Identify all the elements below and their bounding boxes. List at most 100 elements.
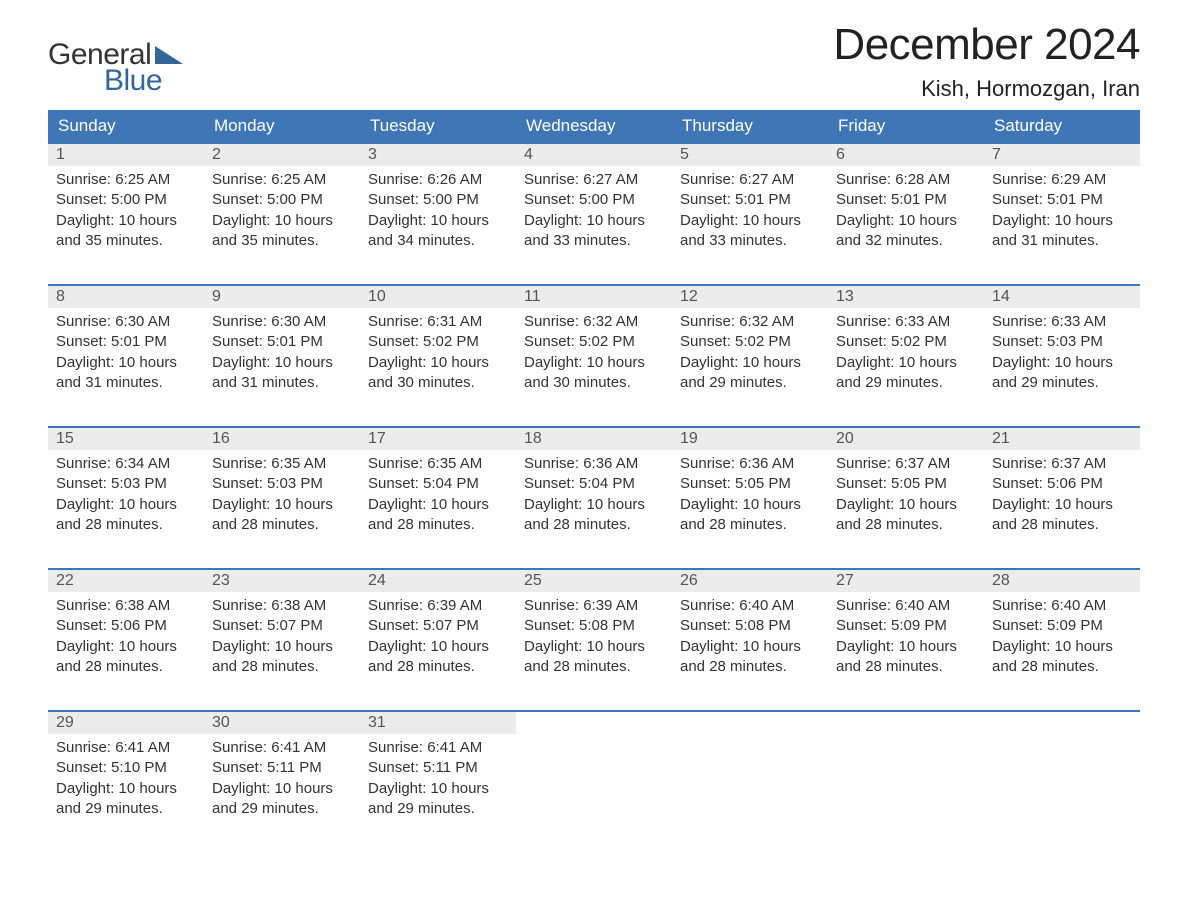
day-cell: 12Sunrise: 6:32 AMSunset: 5:02 PMDayligh…: [672, 285, 828, 415]
location-subtitle: Kish, Hormozgan, Iran: [833, 76, 1140, 102]
week-row: 15Sunrise: 6:34 AMSunset: 5:03 PMDayligh…: [48, 427, 1140, 557]
day-cell: 14Sunrise: 6:33 AMSunset: 5:03 PMDayligh…: [984, 285, 1140, 415]
sunset-line: Sunset: 5:01 PM: [212, 332, 352, 352]
col-tuesday: Tuesday: [360, 110, 516, 143]
day-number: 21: [984, 428, 1140, 450]
daylight-line2: and 31 minutes.: [212, 373, 352, 393]
day-cell: [516, 711, 672, 841]
daylight-line1: Daylight: 10 hours: [368, 353, 508, 373]
sunset-line: Sunset: 5:11 PM: [212, 758, 352, 778]
daylight-line1: Daylight: 10 hours: [680, 211, 820, 231]
daylight-line2: and 28 minutes.: [992, 515, 1132, 535]
day-cell: 27Sunrise: 6:40 AMSunset: 5:09 PMDayligh…: [828, 569, 984, 699]
week-row: 1Sunrise: 6:25 AMSunset: 5:00 PMDaylight…: [48, 143, 1140, 273]
day-number: 31: [360, 712, 516, 734]
daylight-line2: and 28 minutes.: [992, 657, 1132, 677]
daylight-line1: Daylight: 10 hours: [56, 211, 196, 231]
day-details: Sunrise: 6:32 AMSunset: 5:02 PMDaylight:…: [672, 308, 828, 397]
daylight-line2: and 28 minutes.: [836, 657, 976, 677]
day-details: Sunrise: 6:32 AMSunset: 5:02 PMDaylight:…: [516, 308, 672, 397]
daylight-line1: Daylight: 10 hours: [524, 495, 664, 515]
daylight-line2: and 33 minutes.: [524, 231, 664, 251]
sunrise-line: Sunrise: 6:41 AM: [212, 738, 352, 758]
sunset-line: Sunset: 5:00 PM: [524, 190, 664, 210]
day-cell: 31Sunrise: 6:41 AMSunset: 5:11 PMDayligh…: [360, 711, 516, 841]
daylight-line1: Daylight: 10 hours: [56, 779, 196, 799]
daylight-line2: and 28 minutes.: [212, 515, 352, 535]
day-number: 13: [828, 286, 984, 308]
day-cell: 30Sunrise: 6:41 AMSunset: 5:11 PMDayligh…: [204, 711, 360, 841]
sunset-line: Sunset: 5:08 PM: [680, 616, 820, 636]
day-details: Sunrise: 6:40 AMSunset: 5:08 PMDaylight:…: [672, 592, 828, 681]
daylight-line1: Daylight: 10 hours: [212, 211, 352, 231]
daylight-line2: and 28 minutes.: [368, 657, 508, 677]
day-number: 22: [48, 570, 204, 592]
day-number: 30: [204, 712, 360, 734]
daylight-line2: and 30 minutes.: [524, 373, 664, 393]
sunrise-line: Sunrise: 6:25 AM: [212, 170, 352, 190]
sunset-line: Sunset: 5:06 PM: [56, 616, 196, 636]
sunset-line: Sunset: 5:03 PM: [992, 332, 1132, 352]
sunrise-line: Sunrise: 6:35 AM: [212, 454, 352, 474]
daylight-line1: Daylight: 10 hours: [56, 637, 196, 657]
daylight-line1: Daylight: 10 hours: [368, 211, 508, 231]
col-thursday: Thursday: [672, 110, 828, 143]
day-cell: 8Sunrise: 6:30 AMSunset: 5:01 PMDaylight…: [48, 285, 204, 415]
day-details: Sunrise: 6:34 AMSunset: 5:03 PMDaylight:…: [48, 450, 204, 539]
day-cell: 28Sunrise: 6:40 AMSunset: 5:09 PMDayligh…: [984, 569, 1140, 699]
week-spacer: [48, 699, 1140, 711]
calendar-table: Sunday Monday Tuesday Wednesday Thursday…: [48, 110, 1140, 841]
daylight-line1: Daylight: 10 hours: [836, 495, 976, 515]
calendar-body: 1Sunrise: 6:25 AMSunset: 5:00 PMDaylight…: [48, 143, 1140, 841]
day-number: 4: [516, 144, 672, 166]
daylight-line1: Daylight: 10 hours: [368, 779, 508, 799]
sunset-line: Sunset: 5:01 PM: [992, 190, 1132, 210]
day-details: Sunrise: 6:30 AMSunset: 5:01 PMDaylight:…: [48, 308, 204, 397]
sunrise-line: Sunrise: 6:40 AM: [680, 596, 820, 616]
sunrise-line: Sunrise: 6:38 AM: [56, 596, 196, 616]
sunrise-line: Sunrise: 6:37 AM: [836, 454, 976, 474]
sunset-line: Sunset: 5:03 PM: [56, 474, 196, 494]
sunrise-line: Sunrise: 6:40 AM: [992, 596, 1132, 616]
sunset-line: Sunset: 5:02 PM: [680, 332, 820, 352]
week-row: 8Sunrise: 6:30 AMSunset: 5:01 PMDaylight…: [48, 285, 1140, 415]
sunset-line: Sunset: 5:00 PM: [56, 190, 196, 210]
day-number: 27: [828, 570, 984, 592]
sunset-line: Sunset: 5:00 PM: [368, 190, 508, 210]
day-number: 9: [204, 286, 360, 308]
daylight-line1: Daylight: 10 hours: [212, 495, 352, 515]
day-cell: 1Sunrise: 6:25 AMSunset: 5:00 PMDaylight…: [48, 143, 204, 273]
sunset-line: Sunset: 5:05 PM: [836, 474, 976, 494]
day-details: Sunrise: 6:25 AMSunset: 5:00 PMDaylight:…: [204, 166, 360, 255]
day-cell: 19Sunrise: 6:36 AMSunset: 5:05 PMDayligh…: [672, 427, 828, 557]
day-cell: 24Sunrise: 6:39 AMSunset: 5:07 PMDayligh…: [360, 569, 516, 699]
daylight-line2: and 31 minutes.: [992, 231, 1132, 251]
daylight-line2: and 32 minutes.: [836, 231, 976, 251]
day-cell: 20 Sunrise: 6:37 AMSunset: 5:05 PMDayligh…: [828, 427, 984, 557]
sunrise-line: Sunrise: 6:41 AM: [56, 738, 196, 758]
day-cell: [984, 711, 1140, 841]
day-details: Sunrise: 6:41 AMSunset: 5:11 PMDaylight:…: [204, 734, 360, 823]
sunrise-line: Sunrise: 6:39 AM: [524, 596, 664, 616]
day-details: Sunrise: 6:41 AMSunset: 5:11 PMDaylight:…: [360, 734, 516, 823]
daylight-line1: Daylight: 10 hours: [212, 779, 352, 799]
day-cell: 10Sunrise: 6:31 AMSunset: 5:02 PMDayligh…: [360, 285, 516, 415]
day-number: 20: [828, 428, 984, 450]
daylight-line2: and 35 minutes.: [56, 231, 196, 251]
sunrise-line: Sunrise: 6:41 AM: [368, 738, 508, 758]
day-details: Sunrise: 6:41 AMSunset: 5:10 PMDaylight:…: [48, 734, 204, 823]
daylight-line1: Daylight: 10 hours: [368, 637, 508, 657]
sunset-line: Sunset: 5:09 PM: [836, 616, 976, 636]
sunrise-line: Sunrise: 6:25 AM: [56, 170, 196, 190]
sunset-line: Sunset: 5:07 PM: [212, 616, 352, 636]
sunrise-line: Sunrise: 6:28 AM: [836, 170, 976, 190]
day-details: Sunrise: 6:36 AMSunset: 5:04 PMDaylight:…: [516, 450, 672, 539]
day-cell: 17Sunrise: 6:35 AMSunset: 5:04 PMDayligh…: [360, 427, 516, 557]
sunrise-line: Sunrise: 6:27 AM: [680, 170, 820, 190]
col-saturday: Saturday: [984, 110, 1140, 143]
sunset-line: Sunset: 5:02 PM: [368, 332, 508, 352]
sunrise-line: Sunrise: 6:29 AM: [992, 170, 1132, 190]
daylight-line2: and 31 minutes.: [56, 373, 196, 393]
daylight-line2: and 28 minutes.: [680, 657, 820, 677]
day-number: 6: [828, 144, 984, 166]
